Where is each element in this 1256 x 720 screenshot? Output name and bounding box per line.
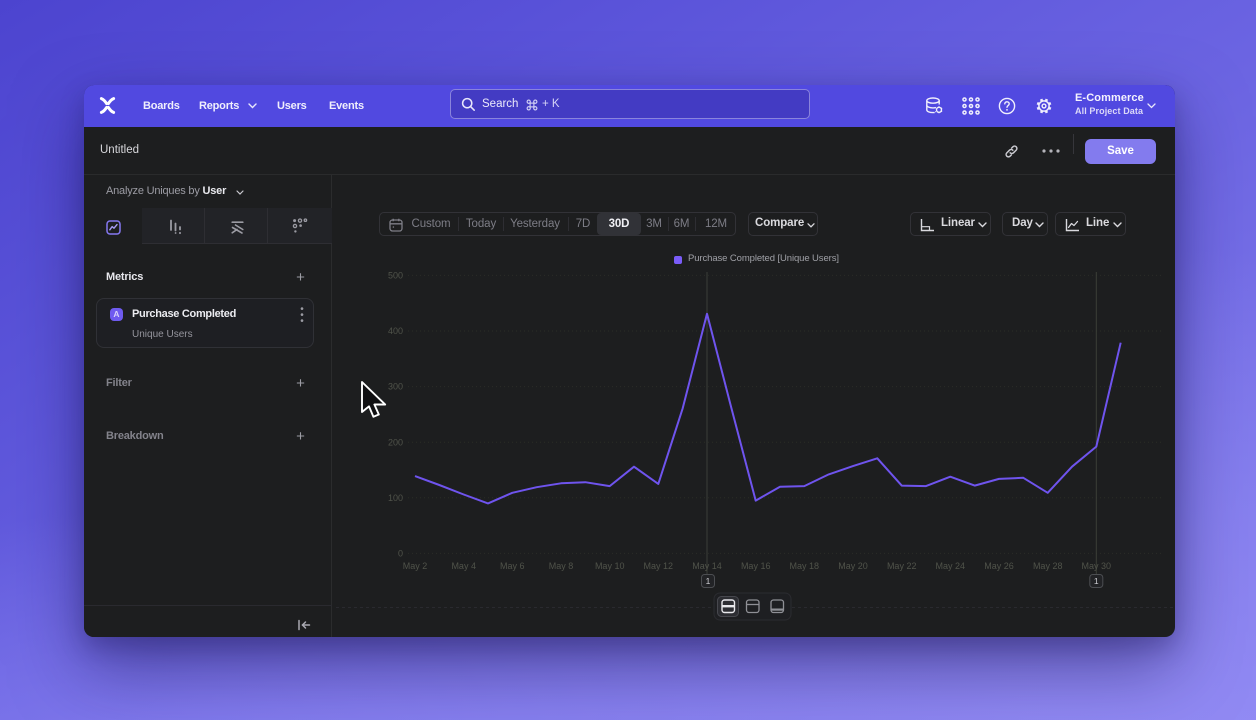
svg-text:May 28: May 28 (1033, 561, 1063, 571)
svg-text:May 14: May 14 (692, 561, 722, 571)
svg-text:200: 200 (388, 437, 403, 447)
svg-text:May 22: May 22 (887, 561, 917, 571)
svg-text:May 12: May 12 (644, 561, 674, 571)
svg-text:300: 300 (388, 382, 403, 392)
svg-text:May 6: May 6 (500, 561, 525, 571)
svg-text:May 16: May 16 (741, 561, 771, 571)
svg-text:0: 0 (398, 549, 403, 559)
svg-text:May 4: May 4 (451, 561, 476, 571)
svg-text:May 24: May 24 (936, 561, 966, 571)
svg-text:May 2: May 2 (403, 561, 428, 571)
svg-text:May 20: May 20 (838, 561, 868, 571)
svg-text:100: 100 (388, 493, 403, 503)
svg-text:May 8: May 8 (549, 561, 574, 571)
svg-text:500: 500 (388, 271, 403, 281)
svg-text:May 26: May 26 (984, 561, 1014, 571)
svg-text:May 18: May 18 (790, 561, 820, 571)
svg-text:May 30: May 30 (1082, 561, 1112, 571)
svg-text:1: 1 (1094, 576, 1099, 586)
svg-text:400: 400 (388, 326, 403, 336)
svg-text:May 10: May 10 (595, 561, 625, 571)
svg-text:1: 1 (706, 576, 711, 586)
